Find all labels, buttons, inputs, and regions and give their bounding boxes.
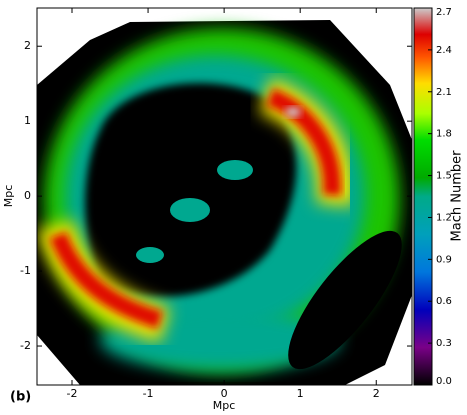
y-tick-label: 0 xyxy=(24,189,31,202)
colorbar-tick-label: 1.2 xyxy=(436,212,452,223)
colorbar-tick-label: 1.5 xyxy=(436,171,452,182)
x-tick-label: -1 xyxy=(143,387,154,400)
y-tick-label: -1 xyxy=(20,264,31,277)
colorbar-tick-label: 2.4 xyxy=(436,45,452,56)
y-tick-label: 1 xyxy=(24,114,31,127)
y-tick-label: 2 xyxy=(24,39,31,52)
colorbar-tick-label: 0.0 xyxy=(436,376,452,387)
y-axis-label: Mpc xyxy=(2,185,15,208)
x-axis-label: Mpc xyxy=(213,399,236,412)
y-tick-label: -2 xyxy=(20,339,31,352)
colorbar-label: Mach Number xyxy=(450,150,465,242)
colorbar-tick-label: 0.3 xyxy=(436,338,452,349)
colorbar-tick-label: 0.9 xyxy=(436,254,452,265)
x-tick-label: 0 xyxy=(221,387,228,400)
x-tick-label: -2 xyxy=(67,387,78,400)
x-tick-label: 1 xyxy=(297,387,304,400)
colorbar xyxy=(413,7,433,386)
panel-label: (b) xyxy=(10,390,31,405)
colorbar-tick-label: 2.1 xyxy=(436,87,452,98)
colorbar-tick-label: 1.8 xyxy=(436,129,452,140)
colorbar-tick-label: 0.6 xyxy=(436,296,452,307)
heatmap-image xyxy=(37,8,412,385)
colorbar-tick-label: 2.7 xyxy=(436,7,452,18)
x-tick-label: 2 xyxy=(373,387,380,400)
